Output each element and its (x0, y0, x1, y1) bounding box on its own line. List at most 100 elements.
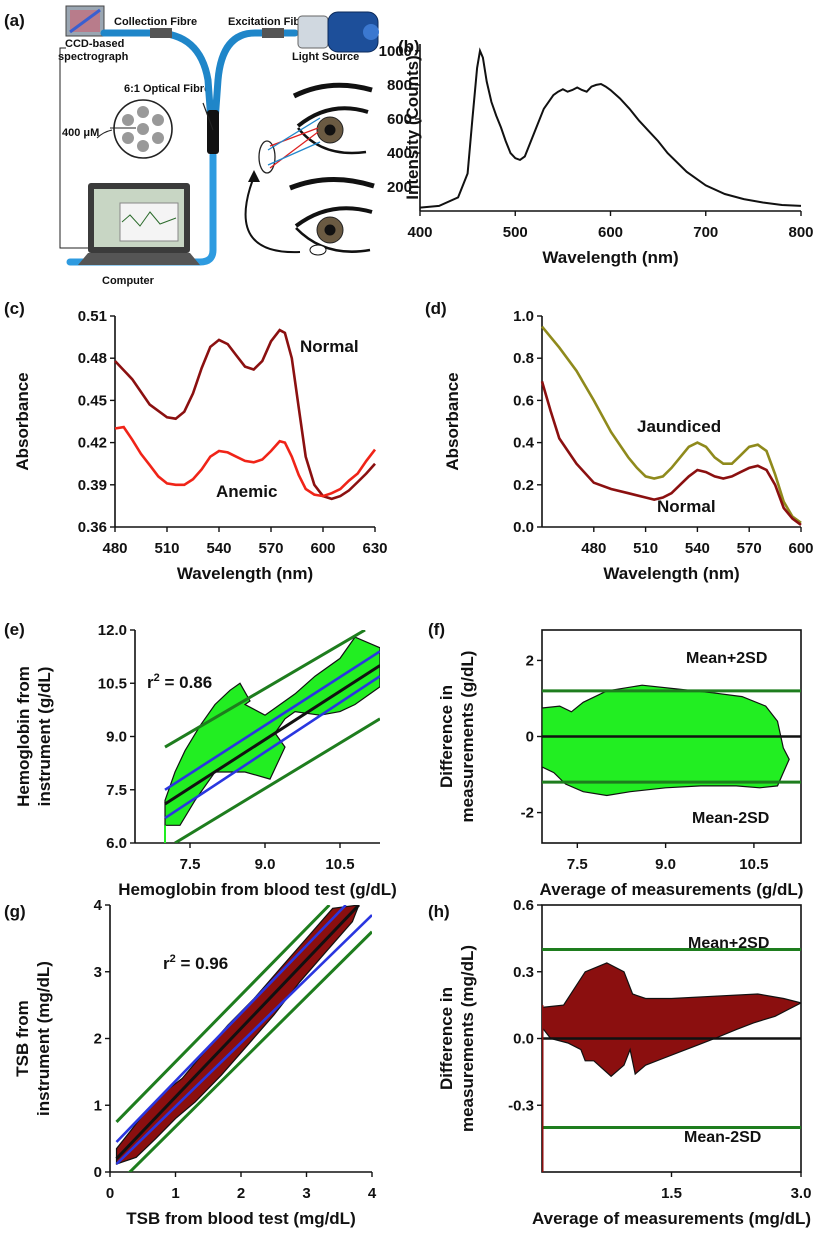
prediction-lower-line-e (174, 717, 380, 843)
x-axis-title-g: TSB from blood test (mg/dL) (126, 1209, 355, 1228)
panel-label-d: (d) (425, 299, 447, 318)
confidence-lower-line-e (164, 675, 380, 820)
y-tick-label-e: 9.0 (106, 729, 127, 746)
y-axis-title-c: Absorbance (13, 372, 32, 470)
ccd-label: CCD-based (65, 38, 124, 50)
x-tick-label-d: 480 (581, 540, 606, 557)
series-line-normal (114, 328, 376, 501)
limit-label-lower-f: Mean-2SD (692, 810, 769, 827)
series-line-anemic (114, 425, 377, 498)
x-tick-label-b: 600 (598, 224, 623, 241)
panel-label-a: (a) (4, 11, 25, 30)
fibre-cross-section-icon (96, 99, 214, 159)
x-tick-label-d: 570 (737, 540, 762, 557)
chart-panel-f: 7.5 9.0 10.5 -2 0 2 Average of measurements (g… (437, 629, 804, 899)
y-tick-label-f: -2 (521, 805, 534, 822)
y-axis-title-f: Difference in (437, 685, 456, 788)
annotation-normal-c: Normal (300, 337, 359, 356)
fit-line-e (164, 664, 380, 806)
fit-line-g (115, 905, 360, 1160)
r2-label-e: r2 = 0.86 (147, 672, 212, 692)
core-size-label: 400 μM (62, 127, 99, 139)
y-axis-title-b: Intensity (Counts) (403, 55, 422, 200)
x-tick-label-d: 510 (633, 540, 658, 557)
x-axis-title-h: Average of measurements (mg/dL) (532, 1209, 811, 1228)
annotation-normal-d: Normal (657, 497, 716, 516)
y-tick-label-c: 0.51 (78, 308, 107, 325)
prediction-upper-line-e (164, 630, 366, 749)
x-tick-label-g: 1 (171, 1185, 179, 1202)
y-tick-label-g: 0 (94, 1164, 102, 1181)
spectrograph-icon (65, 5, 105, 37)
x-tick-label-b: 800 (788, 224, 813, 241)
plot-area-e (164, 630, 380, 843)
x-tick-label-c: 630 (362, 540, 387, 557)
y-axis-title-e: instrument (g/dL) (35, 667, 54, 807)
y-tick-label-d: 0.4 (513, 435, 535, 452)
y-tick-label-b: 200 (387, 179, 412, 196)
eye-icon-lower (289, 177, 375, 253)
y-tick-label-d: 0.2 (513, 477, 534, 494)
x-tick-label-f: 9.0 (655, 856, 676, 873)
usb-cable (59, 47, 88, 249)
chart-panel-h: 1.5 3.0 -0.3 0.0 0.3 0.6 Average of measuremen… (437, 897, 811, 1228)
x-tick-label-g: 4 (368, 1185, 377, 1202)
annotation-jaundiced-d: Jaundiced (637, 417, 721, 436)
x-axis-title-d: Wavelength (nm) (603, 564, 739, 583)
y-tick-label-b: 400 (387, 145, 412, 162)
series-line-light-source (419, 47, 802, 209)
plot-area-f (542, 684, 801, 797)
data-band-e (164, 636, 380, 826)
y-axis-title-d: Absorbance (443, 372, 462, 470)
probe-rays (258, 117, 321, 174)
y-tick-label-b: 600 (387, 111, 412, 128)
schematic-a: (a) CCD-based spectrograph Collection Fi… (4, 5, 379, 287)
chart-panel-b: 400 500 600 700 800 200 400 600 800 1000 Wavelengt… (379, 43, 814, 267)
excitation-fibre-label: Excitation Fibre (228, 16, 311, 28)
x-tick-label-h: 3.0 (791, 1185, 812, 1202)
arrow-head-icon (248, 170, 260, 182)
difference-band-h (542, 962, 801, 1078)
y-tick-label-c: 0.36 (78, 519, 107, 536)
y-axis-title-h: Difference in (437, 987, 456, 1090)
plot-area-h (542, 948, 801, 1172)
x-tick-label-g: 0 (106, 1185, 114, 1202)
probe-tip-icon (309, 244, 327, 256)
x-tick-label-f: 10.5 (739, 856, 768, 873)
x-axis-title-e: Hemoglobin from blood test (g/dL) (118, 880, 397, 899)
x-tick-label-e: 10.5 (325, 856, 354, 873)
y-tick-label-e: 7.5 (106, 782, 127, 799)
y-tick-label-g: 4 (94, 897, 103, 914)
panel-label-h: (h) (428, 902, 450, 921)
laptop-icon (78, 183, 200, 265)
x-tick-label-c: 570 (258, 540, 283, 557)
prediction-upper-line-g (115, 905, 331, 1123)
x-tick-label-g: 2 (237, 1185, 245, 1202)
x-tick-label-b: 500 (503, 224, 528, 241)
y-axis-title-g: instrument (mg/dL) (34, 961, 53, 1116)
panel-label-f: (f) (428, 620, 445, 639)
y-tick-label-b: 1000 (379, 43, 412, 60)
spectrograph-label: spectrograph (58, 51, 129, 63)
x-tick-label-g: 3 (302, 1185, 310, 1202)
y-tick-label-h: 0.0 (513, 1031, 534, 1048)
y-tick-label-g: 1 (94, 1097, 102, 1114)
light-source-icon (297, 11, 379, 53)
y-tick-label-d: 0.6 (513, 392, 534, 409)
y-tick-label-c: 0.45 (78, 392, 107, 409)
x-axis-title-f: Average of measurements (g/dL) (540, 880, 804, 899)
panel-label-g: (g) (4, 902, 26, 921)
light-source-label: Light Source (292, 51, 359, 63)
x-tick-label-d: 600 (788, 540, 813, 557)
y-axis-title-h: measurements (mg/dL) (458, 945, 477, 1132)
y-tick-label-e: 6.0 (106, 835, 127, 852)
confidence-lower-line-g (115, 914, 372, 1165)
y-tick-label-c: 0.39 (78, 477, 107, 494)
eye-icon (292, 82, 373, 155)
x-axis-title-c: Wavelength (nm) (177, 564, 313, 583)
collection-fibre-label: Collection Fibre (114, 16, 197, 28)
x-tick-label-c: 480 (102, 540, 127, 557)
chart-panel-g: 0 1 2 3 4 0 1 2 3 4 TSB from blood test (mg/dL) TSB… (13, 897, 377, 1228)
x-axis-title-b: Wavelength (nm) (542, 248, 678, 267)
